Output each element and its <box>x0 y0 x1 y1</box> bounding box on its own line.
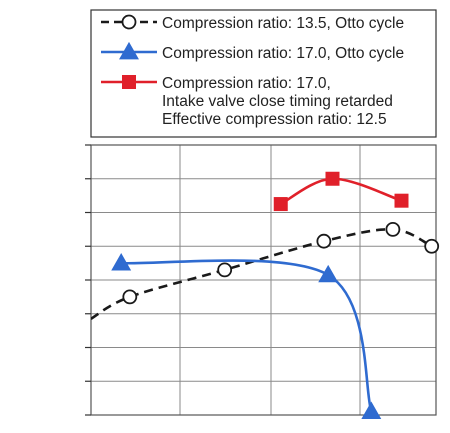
series-1-point-2 <box>361 401 382 419</box>
series-1-point-1 <box>318 264 339 283</box>
series-1-point-0 <box>111 253 132 271</box>
legend-marker-2 <box>122 75 136 89</box>
series-0-point-1 <box>217 262 233 278</box>
series-line-2 <box>280 177 402 206</box>
legend-label-2: Compression ratio: 17.0, Intake valve clo… <box>162 75 393 128</box>
series-line-1 <box>121 259 373 413</box>
series-0-point-0 <box>122 289 138 305</box>
legend-label-1: Compression ratio: 17.0, Otto cycle <box>162 45 404 62</box>
legend-box <box>90 9 437 138</box>
legend-label-0: Compression ratio: 13.5, Otto cycle <box>162 15 404 32</box>
series-0-point-2 <box>316 233 332 249</box>
series-2-point-0 <box>273 197 288 212</box>
series-0-point-4 <box>424 238 440 254</box>
series-0-point-3 <box>385 221 401 237</box>
series-2-point-2 <box>394 193 409 208</box>
legend-marker-1 <box>119 41 139 60</box>
legend-marker-0 <box>121 14 137 30</box>
series-2-point-1 <box>325 171 340 186</box>
series-line-0 <box>91 228 433 320</box>
